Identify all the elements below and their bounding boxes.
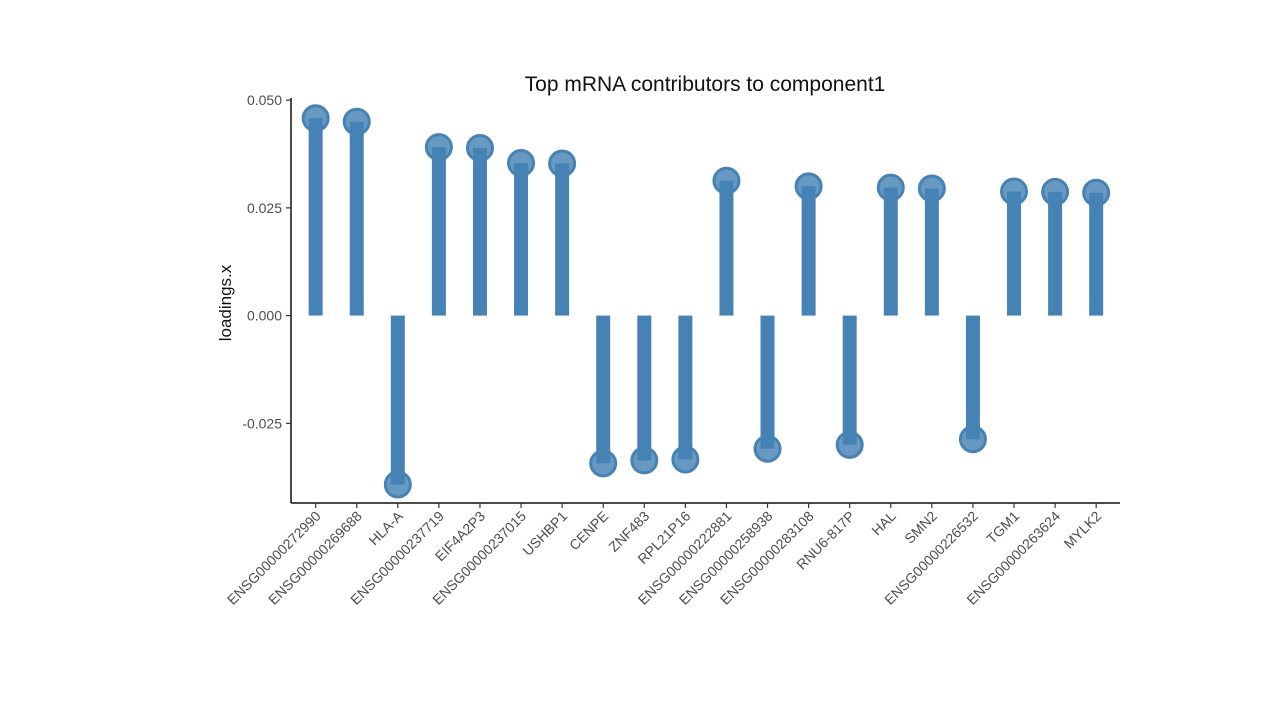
y-axis-label: loadings.x (216, 264, 235, 341)
stem (555, 163, 570, 316)
dot (424, 133, 453, 162)
x-tick-label: SMN2 (901, 508, 940, 547)
x-tick-label: CENPE (566, 508, 611, 553)
stem (472, 147, 487, 316)
stem (678, 315, 693, 460)
stem (883, 187, 898, 316)
stem (760, 315, 775, 449)
dot (712, 166, 741, 195)
dot (835, 430, 864, 459)
stem (719, 180, 734, 316)
stem (390, 315, 405, 485)
x-tick-label: USHBP1 (519, 508, 570, 559)
dot (507, 149, 536, 178)
stem (637, 315, 652, 461)
x-tick-label: HAL (868, 508, 899, 539)
dot (794, 172, 823, 201)
dot (383, 470, 412, 499)
dot (958, 425, 987, 454)
dot (876, 173, 905, 202)
stem (1089, 192, 1104, 316)
stem (514, 163, 529, 316)
stem (801, 186, 816, 316)
dot (465, 133, 494, 162)
dot (301, 104, 330, 133)
x-tick-label: MYLK2 (1061, 508, 1105, 552)
stem (431, 147, 446, 316)
stem (349, 121, 364, 316)
dot (1041, 177, 1070, 206)
y-tick-label: 0.000 (247, 308, 282, 324)
dot (917, 174, 946, 203)
dot (753, 434, 782, 463)
dot (589, 449, 618, 478)
y-tick-label: -0.025 (242, 415, 282, 431)
dot (630, 446, 659, 475)
stem (308, 118, 323, 316)
plot-marks (301, 104, 1111, 499)
stem (924, 188, 939, 316)
chart-title: Top mRNA contributors to component1 (525, 73, 886, 96)
stem (596, 315, 611, 464)
dot (1000, 177, 1029, 206)
stem (1048, 191, 1063, 316)
y-tick-label: 0.050 (247, 92, 282, 108)
y-tick-label: 0.025 (247, 200, 282, 216)
dot (1082, 178, 1111, 207)
stem (1007, 191, 1022, 316)
dot (342, 107, 371, 136)
dot (671, 445, 700, 474)
stem (842, 315, 857, 445)
axes (290, 98, 1120, 504)
dot (548, 149, 577, 178)
stem (965, 315, 980, 440)
x-tick-label: TGM1 (983, 508, 1022, 547)
y-ticks: 0.050 0.025 0.000 -0.025 (242, 92, 291, 431)
